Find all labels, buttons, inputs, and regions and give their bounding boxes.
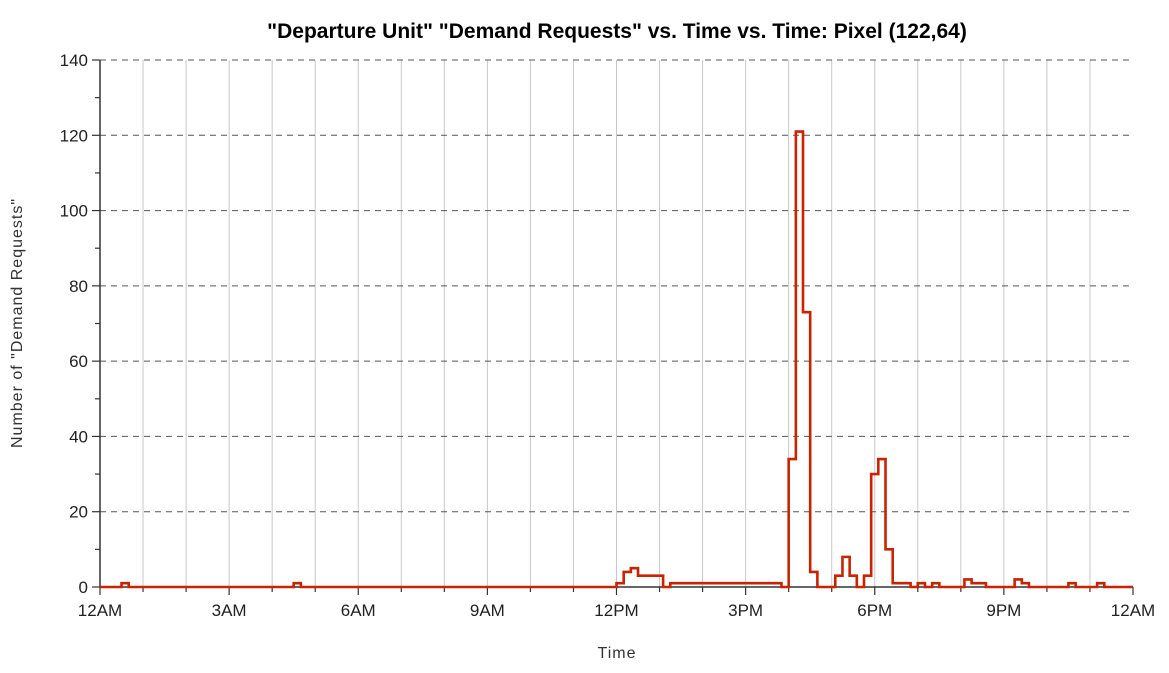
x-tick-label: 3AM [212, 601, 247, 620]
x-tick-label: 12AM [1111, 601, 1155, 620]
y-tick-label: 80 [69, 277, 88, 296]
y-tick-label: 20 [69, 503, 88, 522]
x-tick-label: 9AM [470, 601, 505, 620]
y-tick-label: 100 [60, 202, 88, 221]
x-tick-label: 6AM [341, 601, 376, 620]
y-tick-label: 0 [79, 578, 88, 597]
chart-title: "Departure Unit" "Demand Requests" vs. T… [267, 20, 967, 43]
x-tick-label: 12AM [78, 601, 122, 620]
y-tick-label: 60 [69, 352, 88, 371]
x-axis-label: Time [598, 645, 637, 662]
y-tick-label: 120 [60, 126, 88, 145]
x-tick-label: 3PM [728, 601, 763, 620]
y-tick-label: 140 [60, 51, 88, 70]
x-tick-label: 9PM [986, 601, 1021, 620]
x-tick-label: 12PM [594, 601, 638, 620]
y-tick-label: 40 [69, 427, 88, 446]
x-tick-label: 6PM [857, 601, 892, 620]
y-axis-label: Number of "Demand Requests" [9, 198, 26, 448]
